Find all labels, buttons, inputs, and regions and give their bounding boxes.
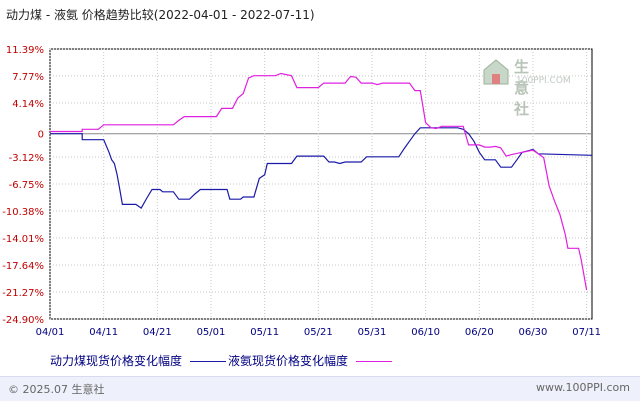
y-tick-label-5: -6.75%	[9, 180, 44, 191]
chart-date-range: (2022-04-01 - 2022-07-11)	[153, 8, 315, 22]
legend-swatch-series2	[356, 361, 393, 362]
x-tick-label-4: 05/11	[250, 327, 279, 338]
x-tick-label-5: 05/21	[304, 327, 333, 338]
x-tick-label-7: 06/10	[411, 327, 440, 338]
chart-title: 动力煤 - 液氨 价格趋势比较	[6, 8, 154, 22]
logo-house-icon	[483, 59, 509, 85]
legend-swatch-series1	[190, 361, 227, 362]
footer-copyright: © 2025.07 生意社	[8, 383, 105, 396]
legend-item-series2: 液氨现货价格变化幅度	[228, 352, 393, 369]
x-tick-label-2: 04/21	[143, 327, 172, 338]
watermark-name: 生意社	[514, 58, 530, 118]
y-tick-label-1: 7.77%	[12, 72, 44, 83]
footer-bar: © 2025.07 生意社 www.100PPI.com	[0, 376, 640, 401]
y-tick-label-2: 4.14%	[12, 99, 44, 110]
x-tick-label-9: 06/30	[519, 327, 548, 338]
y-tick-label-3: 0	[38, 130, 44, 141]
footer-site-link[interactable]: www.100PPI.com	[536, 381, 630, 394]
y-tick-label-4: -3.12%	[9, 153, 44, 164]
legend-label-series1: 动力煤现货价格变化幅度	[50, 354, 183, 368]
series-line-1	[50, 127, 593, 209]
legend-item-series1: 动力煤现货价格变化幅度	[50, 352, 227, 369]
x-tick-label-1: 04/11	[89, 327, 118, 338]
x-tick-label-6: 05/31	[358, 327, 387, 338]
series-line-2	[50, 72, 588, 291]
x-tick-label-10: 07/11	[572, 327, 601, 338]
watermark-url: 100PPI.COM	[516, 76, 571, 86]
x-tick-label-3: 05/01	[197, 327, 226, 338]
x-tick-label-0: 04/01	[36, 327, 65, 338]
y-tick-label-6: -10.38%	[2, 207, 44, 218]
y-tick-label-7: -14.01%	[2, 234, 44, 245]
y-tick-label-10: -24.90%	[2, 315, 44, 326]
y-tick-label-0: 11.39%	[6, 45, 44, 56]
x-tick-label-8: 06/20	[465, 327, 494, 338]
y-tick-label-8: -17.64%	[2, 261, 44, 272]
y-tick-label-9: -21.27%	[2, 288, 44, 299]
chart-title-row: 动力煤 - 液氨 价格趋势比较(2022-04-01 - 2022-07-11)	[6, 6, 315, 23]
legend-label-series2: 液氨现货价格变化幅度	[228, 354, 349, 368]
